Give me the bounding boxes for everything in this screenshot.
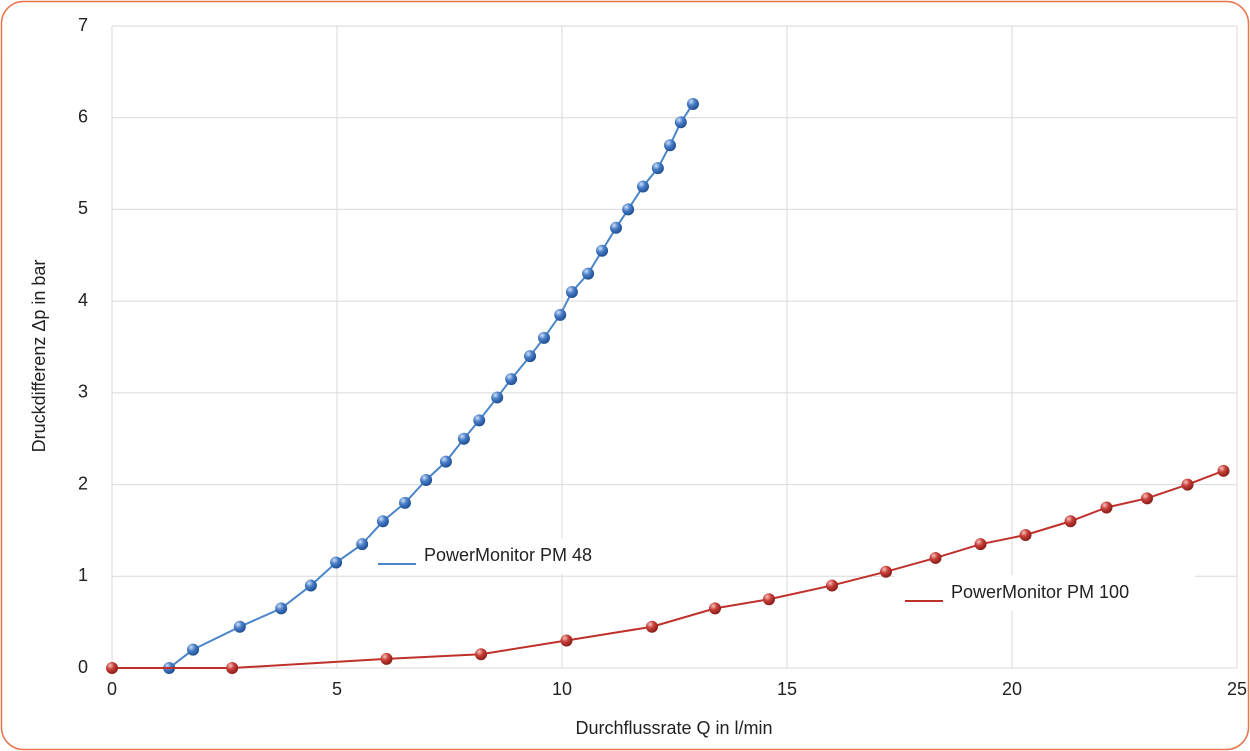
x-tick-label: 0 [107, 679, 117, 699]
data-point [880, 565, 892, 578]
data-point [646, 620, 658, 633]
data-point [457, 432, 470, 445]
y-tick-label: 7 [78, 15, 88, 35]
data-point [565, 285, 578, 298]
data-point [929, 551, 942, 564]
y-tick-label: 1 [78, 565, 88, 585]
series-line [112, 469, 1224, 669]
data-point [473, 414, 486, 427]
data-point [1100, 501, 1113, 514]
data-point [275, 602, 288, 615]
data-point [356, 538, 369, 551]
data-point [596, 244, 609, 257]
data-point [475, 648, 487, 661]
data-point [554, 308, 567, 321]
data-point [664, 139, 676, 152]
y-tick-label: 0 [78, 657, 88, 677]
y-tick-label: 4 [78, 290, 88, 310]
data-point [538, 331, 550, 344]
data-point [233, 620, 246, 633]
legend-box [368, 538, 623, 574]
data-point [491, 391, 504, 404]
data-point [974, 538, 987, 551]
data-point [1217, 464, 1230, 477]
data-point [439, 455, 452, 468]
data-point [187, 643, 199, 656]
legend-label: PowerMonitor PM 48 [424, 545, 592, 565]
data-point [686, 97, 699, 110]
data-point [380, 652, 393, 665]
data-point [376, 515, 389, 528]
data-point [560, 634, 573, 647]
y-tick-label: 5 [78, 198, 88, 218]
series-line [168, 103, 694, 669]
data-point [1019, 529, 1032, 542]
data-point [709, 602, 721, 615]
y-tick-label: 2 [78, 473, 88, 493]
x-tick-label: 20 [1002, 679, 1022, 699]
x-axis-label: Durchflussrate Q in l/min [575, 718, 772, 738]
data-point [330, 556, 343, 569]
y-tick-label: 6 [78, 106, 88, 126]
y-tick-label: 3 [78, 382, 88, 402]
data-point [826, 579, 838, 592]
x-tick-label: 5 [332, 679, 342, 699]
data-point [637, 180, 649, 193]
legend-label: PowerMonitor PM 100 [951, 582, 1129, 602]
data-point [1181, 478, 1194, 491]
data-point [398, 496, 411, 509]
data-point [582, 267, 595, 280]
data-point [1064, 515, 1077, 528]
x-tick-label: 15 [777, 679, 797, 699]
y-axis-label: Druckdifferenz Δp in bar [29, 260, 49, 453]
data-point [763, 593, 775, 606]
data-point [505, 373, 518, 386]
data-point [674, 116, 687, 129]
data-point [420, 473, 433, 486]
data-point [524, 350, 537, 363]
data-point [106, 662, 118, 674]
x-tick-label: 10 [552, 679, 572, 699]
data-point [304, 579, 317, 592]
x-tick-label: 25 [1227, 679, 1247, 699]
data-point [622, 203, 635, 216]
data-point [610, 221, 622, 234]
data-point [226, 662, 239, 674]
data-point [1141, 492, 1153, 505]
legend-box [895, 575, 1195, 611]
data-point [651, 162, 664, 175]
